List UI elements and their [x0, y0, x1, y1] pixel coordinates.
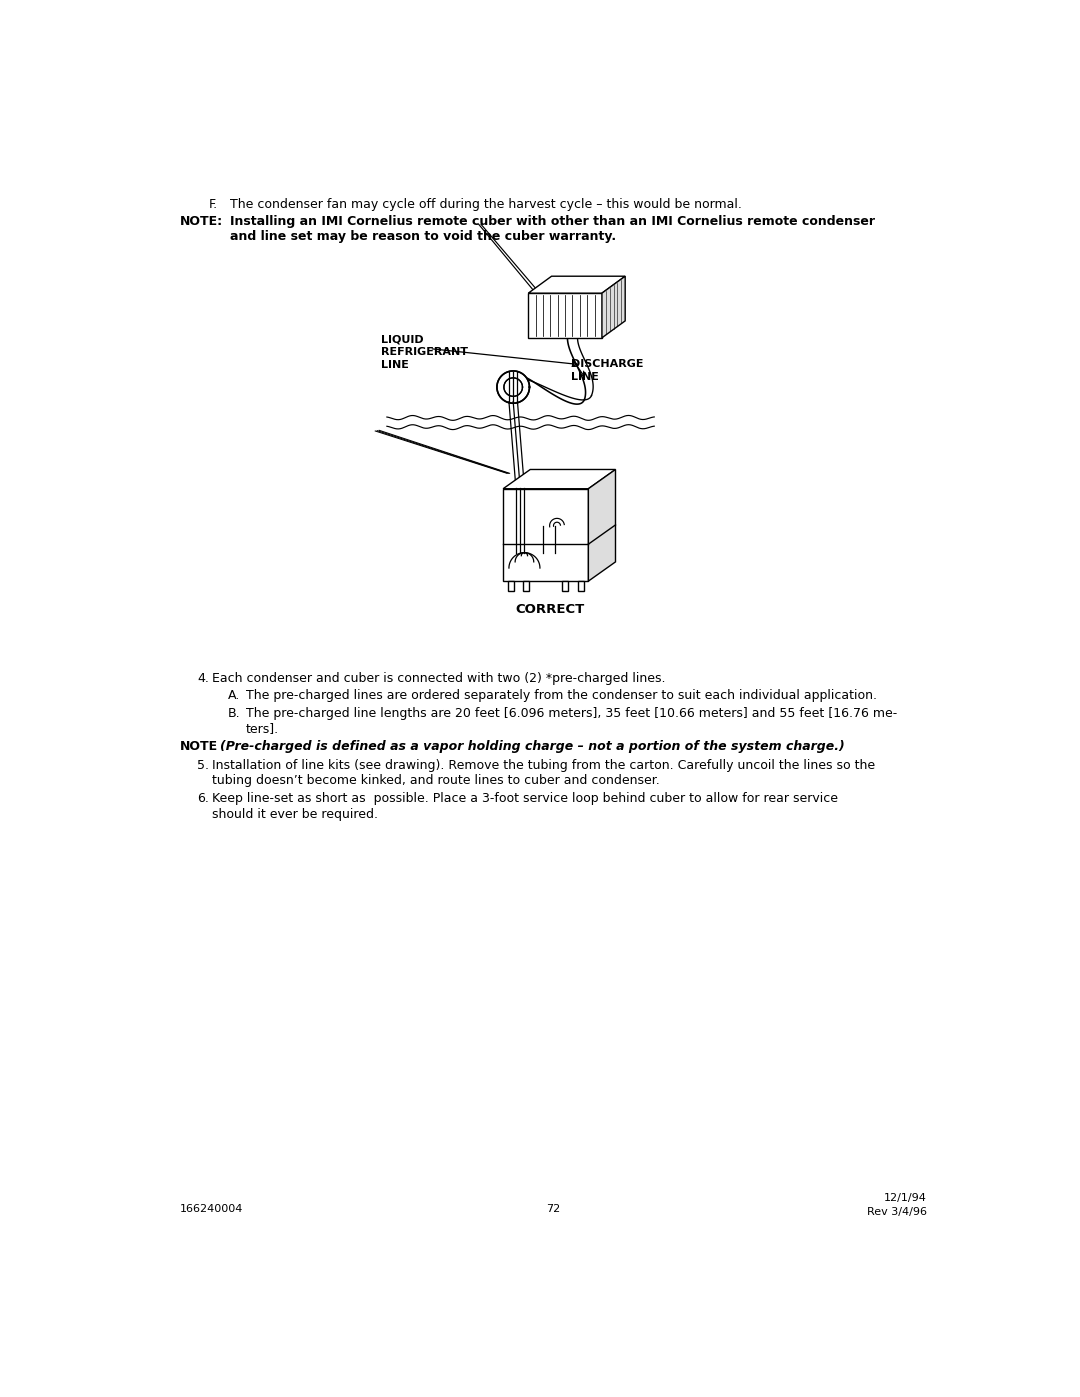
- Polygon shape: [602, 277, 625, 338]
- Text: F.: F.: [208, 197, 218, 211]
- Text: 5.: 5.: [197, 759, 210, 771]
- Text: A.: A.: [228, 689, 240, 703]
- Polygon shape: [528, 293, 602, 338]
- Text: Keep line-set as short as  possible. Place a 3-foot service loop behind cuber to: Keep line-set as short as possible. Plac…: [213, 792, 838, 806]
- Text: should it ever be required.: should it ever be required.: [213, 809, 378, 821]
- Polygon shape: [503, 469, 616, 489]
- Polygon shape: [503, 489, 589, 581]
- Text: 12/1/94: 12/1/94: [885, 1193, 927, 1203]
- Text: B.: B.: [228, 707, 241, 719]
- Text: and line set may be reason to void the cuber warranty.: and line set may be reason to void the c…: [230, 229, 617, 243]
- Text: tubing doesn’t become kinked, and route lines to cuber and condenser.: tubing doesn’t become kinked, and route …: [213, 774, 660, 788]
- Text: CORRECT: CORRECT: [515, 602, 584, 616]
- Text: The condenser fan may cycle off during the harvest cycle – this would be normal.: The condenser fan may cycle off during t…: [230, 197, 742, 211]
- Text: Installing an IMI Cornelius remote cuber with other than an IMI Cornelius remote: Installing an IMI Cornelius remote cuber…: [230, 215, 875, 228]
- Text: The pre-charged line lengths are 20 feet [6.096 meters], 35 feet [10.66 meters] : The pre-charged line lengths are 20 feet…: [246, 707, 897, 719]
- Bar: [508, 581, 514, 591]
- Text: 72: 72: [546, 1204, 561, 1214]
- Text: LIQUID
REFRIGERANT
LINE: LIQUID REFRIGERANT LINE: [381, 335, 469, 370]
- Text: NOTE:: NOTE:: [180, 215, 224, 228]
- Text: 166240004: 166240004: [180, 1204, 243, 1214]
- Text: (Pre-charged is defined as a vapor holding charge – not a portion of the system : (Pre-charged is defined as a vapor holdi…: [220, 740, 845, 753]
- Bar: [578, 581, 583, 591]
- Bar: [524, 581, 529, 591]
- Circle shape: [497, 372, 529, 402]
- Text: ters].: ters].: [246, 722, 279, 735]
- Text: DISCHARGE
LINE: DISCHARGE LINE: [570, 359, 643, 381]
- Text: Installation of line kits (see drawing). Remove the tubing from the carton. Care: Installation of line kits (see drawing).…: [213, 759, 876, 771]
- Bar: [563, 581, 568, 591]
- Text: Rev 3/4/96: Rev 3/4/96: [867, 1207, 927, 1217]
- Text: NOTE: NOTE: [180, 740, 218, 753]
- Text: 6.: 6.: [197, 792, 208, 806]
- Text: The pre-charged lines are ordered separately from the condenser to suit each ind: The pre-charged lines are ordered separa…: [246, 689, 877, 703]
- Text: 4.: 4.: [197, 672, 208, 685]
- Text: Each condenser and cuber is connected with two (2) *pre-charged lines.: Each condenser and cuber is connected wi…: [213, 672, 666, 685]
- Polygon shape: [528, 277, 625, 293]
- Polygon shape: [589, 469, 616, 581]
